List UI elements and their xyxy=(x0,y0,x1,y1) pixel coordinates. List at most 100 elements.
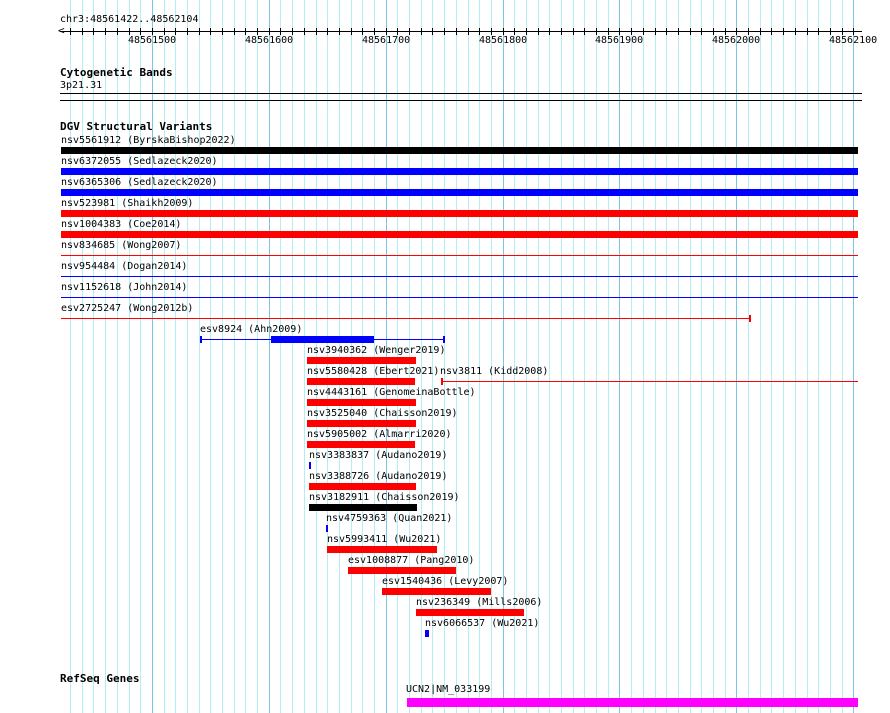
ruler-tick xyxy=(573,28,574,35)
feature-line[interactable] xyxy=(441,381,858,382)
ruler-tick xyxy=(503,28,504,35)
ruler-label: 48561700 xyxy=(362,35,411,46)
feature-bar[interactable] xyxy=(416,609,524,616)
feature-thick-part[interactable] xyxy=(271,336,374,343)
feature-line[interactable] xyxy=(61,318,750,319)
feature-label[interactable]: nsv954484 (Dogan2014) xyxy=(61,261,188,272)
feature-label[interactable]: nsv3525040 (Chaisson2019) xyxy=(307,408,458,419)
feature-label[interactable]: nsv3811 (Kidd2008) xyxy=(440,366,549,377)
grid-line xyxy=(222,0,223,713)
feature-label[interactable]: nsv236349 (Mills2006) xyxy=(416,597,543,608)
feature-bar[interactable] xyxy=(61,168,858,175)
ruler-tick xyxy=(468,28,469,35)
feature-label[interactable]: nsv3940362 (Wenger2019) xyxy=(307,345,446,356)
ruler-tick xyxy=(514,28,515,35)
feature-line[interactable] xyxy=(61,255,858,256)
feature-label[interactable]: nsv6365306 (Sedlazeck2020) xyxy=(61,177,218,188)
grid-line xyxy=(432,0,433,713)
grid-line xyxy=(655,0,656,713)
grid-line xyxy=(643,0,644,713)
ruler-tick xyxy=(409,28,410,35)
ruler-tick xyxy=(222,28,223,35)
feature-line[interactable] xyxy=(61,276,858,277)
feature-label[interactable]: nsv834685 (Wong2007) xyxy=(61,240,182,251)
major-grid-line xyxy=(736,0,737,713)
feature-label[interactable]: nsv523981 (Shaikh2009) xyxy=(61,198,194,209)
feature-bar[interactable] xyxy=(382,588,491,595)
gene-label[interactable]: UCN2|NM_033199 xyxy=(406,684,491,695)
ruler-line xyxy=(60,31,862,32)
cytoband-top-line xyxy=(60,93,862,94)
feature-bar[interactable] xyxy=(309,462,311,469)
feature-label[interactable]: nsv1152618 (John2014) xyxy=(61,282,188,293)
feature-label[interactable]: nsv5905002 (Almarri2020) xyxy=(307,429,452,440)
grid-line xyxy=(210,0,211,713)
grid-line xyxy=(421,0,422,713)
cytoband-label: 3p21.31 xyxy=(60,80,103,91)
feature-label[interactable]: nsv6066537 (Wu2021) xyxy=(425,618,540,629)
grid-line xyxy=(561,0,562,713)
ruler-tick xyxy=(771,28,772,35)
feature-bar[interactable] xyxy=(425,630,429,637)
feature-label[interactable]: nsv3388726 (Audano2019) xyxy=(309,471,448,482)
grid-line xyxy=(397,0,398,713)
feature-label[interactable]: esv8924 (Ahn2009) xyxy=(200,324,303,335)
grid-line xyxy=(491,0,492,713)
ruler-tick xyxy=(736,28,737,35)
feature-label[interactable]: nsv6372055 (Sedlazeck2020) xyxy=(61,156,218,167)
grid-line xyxy=(362,0,363,713)
feature-label[interactable]: nsv3182911 (Chaisson2019) xyxy=(309,492,460,503)
grid-line xyxy=(316,0,317,713)
region-label: chr3:48561422..48562104 xyxy=(60,14,199,25)
feature-label[interactable]: nsv5561912 (ByrskaBishop2022) xyxy=(61,135,236,146)
feature-bar[interactable] xyxy=(307,399,416,406)
grid-line xyxy=(526,0,527,713)
ruler-tick xyxy=(655,28,656,35)
feature-label[interactable]: nsv1004383 (Coe2014) xyxy=(61,219,182,230)
grid-line xyxy=(713,0,714,713)
feature-bar[interactable] xyxy=(307,357,416,364)
feature-bar[interactable] xyxy=(61,231,858,238)
feature-label[interactable]: esv1008877 (Pang2010) xyxy=(348,555,475,566)
grid-line xyxy=(351,0,352,713)
feature-bar[interactable] xyxy=(309,483,416,490)
feature-line[interactable] xyxy=(61,297,858,298)
ruler-tick xyxy=(234,28,235,35)
ruler-tick xyxy=(82,28,83,35)
ruler-tick xyxy=(269,28,270,35)
cytoband-track-title: Cytogenetic Bands xyxy=(60,66,173,79)
ruler-tick xyxy=(93,28,94,35)
gene-bar[interactable] xyxy=(407,698,858,707)
ruler-tick xyxy=(164,28,165,35)
grid-line xyxy=(339,0,340,713)
ruler-tick xyxy=(619,28,620,35)
feature-bar[interactable] xyxy=(327,546,437,553)
feature-bar[interactable] xyxy=(309,504,417,511)
feature-bar[interactable] xyxy=(307,441,415,448)
grid-line xyxy=(631,0,632,713)
feature-bar[interactable] xyxy=(348,567,456,574)
feature-bar[interactable] xyxy=(307,378,415,385)
feature-label[interactable]: esv2725247 (Wong2012b) xyxy=(61,303,194,314)
ruler-tick xyxy=(432,28,433,35)
feature-bar[interactable] xyxy=(326,525,328,532)
feature-bar[interactable] xyxy=(61,147,858,154)
feature-bar[interactable] xyxy=(61,189,858,196)
feature-label[interactable]: esv1540436 (Levy2007) xyxy=(382,576,509,587)
grid-line xyxy=(245,0,246,713)
feature-label[interactable]: nsv5580428 (Ebert2021) xyxy=(307,366,440,377)
ruler-tick xyxy=(596,28,597,35)
feature-bar[interactable] xyxy=(61,210,858,217)
grid-line xyxy=(573,0,574,713)
grid-line xyxy=(584,0,585,713)
ruler-label: 48561800 xyxy=(479,35,528,46)
feature-label[interactable]: nsv5993411 (Wu2021) xyxy=(327,534,442,545)
feature-bar[interactable] xyxy=(307,420,416,427)
feature-label[interactable]: nsv4759363 (Quan2021) xyxy=(326,513,453,524)
ruler-label: 48561900 xyxy=(595,35,644,46)
feature-label[interactable]: nsv3383837 (Audano2019) xyxy=(309,450,448,461)
feature-label[interactable]: nsv4443161 (GenomeinaBottle) xyxy=(307,387,476,398)
ruler-tick xyxy=(327,28,328,35)
scroll-left-arrow-icon[interactable]: < xyxy=(58,24,65,37)
ruler-tick xyxy=(187,28,188,35)
